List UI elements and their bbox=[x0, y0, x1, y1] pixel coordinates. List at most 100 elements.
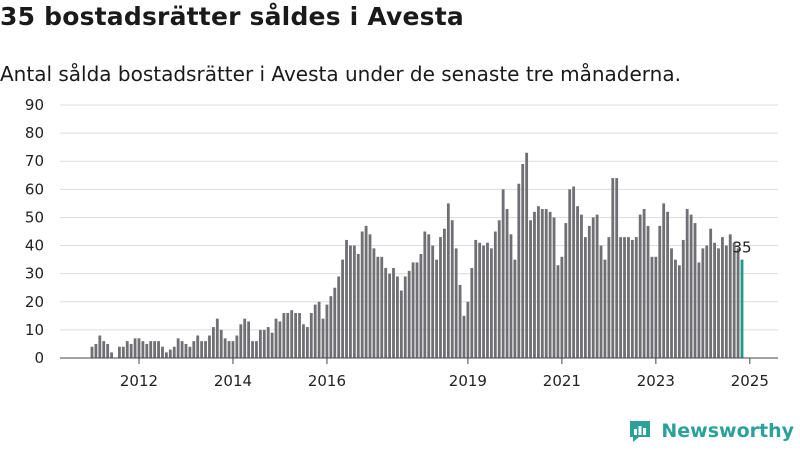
x-tick-label: 2021 bbox=[543, 372, 581, 390]
bar bbox=[587, 225, 591, 358]
bars bbox=[90, 152, 744, 358]
y-tick-label: 40 bbox=[25, 237, 44, 255]
y-tick-label: 80 bbox=[25, 124, 44, 142]
bar bbox=[701, 248, 705, 358]
bar bbox=[568, 189, 572, 358]
bar bbox=[721, 237, 724, 358]
bar bbox=[501, 189, 505, 358]
bar bbox=[443, 228, 446, 358]
bar bbox=[450, 220, 454, 358]
bar bbox=[239, 324, 243, 358]
bar bbox=[153, 341, 157, 358]
bar bbox=[329, 296, 333, 358]
bar bbox=[536, 206, 540, 358]
bar bbox=[184, 343, 188, 358]
bar bbox=[337, 276, 341, 358]
bar bbox=[94, 343, 98, 358]
bar bbox=[544, 209, 548, 358]
bar bbox=[728, 234, 732, 358]
bar bbox=[489, 248, 493, 358]
bar bbox=[677, 265, 681, 358]
bar bbox=[352, 245, 356, 358]
bar bbox=[396, 276, 399, 358]
bar bbox=[634, 237, 638, 358]
bar bbox=[654, 256, 658, 358]
bar bbox=[411, 262, 415, 358]
grid-lines bbox=[60, 104, 778, 331]
bar bbox=[576, 206, 579, 358]
y-tick-label: 30 bbox=[25, 265, 44, 283]
bar bbox=[619, 237, 623, 358]
y-tick-label: 60 bbox=[25, 180, 44, 198]
bar bbox=[90, 346, 94, 358]
bar bbox=[208, 335, 211, 358]
bar bbox=[164, 352, 168, 358]
y-tick-label: 70 bbox=[25, 152, 44, 170]
chart-title: 35 bostadsrätter såldes i Avesta bbox=[0, 2, 464, 31]
bar bbox=[403, 276, 407, 358]
bar bbox=[689, 214, 693, 358]
bar bbox=[662, 203, 666, 358]
bar bbox=[231, 341, 235, 358]
y-tick-label: 20 bbox=[25, 293, 44, 311]
bar bbox=[517, 183, 521, 358]
bar bbox=[505, 209, 509, 358]
bar-highlight bbox=[740, 259, 744, 358]
bar bbox=[580, 214, 583, 358]
bar bbox=[713, 242, 716, 358]
bar bbox=[685, 209, 689, 358]
bar bbox=[278, 321, 282, 358]
bar bbox=[435, 259, 438, 358]
bar bbox=[638, 214, 642, 358]
bar bbox=[266, 327, 270, 358]
bar bbox=[290, 310, 294, 358]
bar bbox=[615, 178, 619, 358]
bar bbox=[556, 265, 560, 358]
bar bbox=[274, 318, 278, 358]
bar bbox=[646, 225, 650, 358]
bar bbox=[724, 245, 728, 358]
bar bbox=[552, 217, 556, 358]
bar bbox=[591, 217, 595, 358]
bar bbox=[149, 341, 153, 358]
x-tick-label: 2014 bbox=[214, 372, 252, 390]
bar bbox=[697, 262, 701, 358]
bar bbox=[611, 178, 615, 358]
bar bbox=[125, 341, 129, 358]
bar bbox=[364, 225, 368, 358]
bar bbox=[317, 301, 321, 358]
bar bbox=[305, 327, 309, 358]
bar bbox=[176, 338, 180, 358]
bar bbox=[141, 341, 145, 358]
brand-name: Newsworthy bbox=[661, 420, 794, 442]
bar bbox=[345, 239, 348, 358]
bar bbox=[732, 242, 736, 358]
bar bbox=[478, 242, 482, 358]
bar bbox=[380, 256, 384, 358]
bar bbox=[270, 332, 274, 358]
bar bbox=[200, 341, 204, 358]
bar bbox=[529, 220, 532, 358]
bar bbox=[192, 341, 196, 358]
bar bbox=[161, 346, 164, 358]
y-tick-label: 0 bbox=[34, 349, 44, 367]
bar bbox=[709, 228, 713, 358]
bar bbox=[294, 313, 298, 358]
bar bbox=[399, 290, 403, 358]
bar bbox=[333, 287, 337, 358]
bar bbox=[572, 186, 576, 358]
bar bbox=[223, 338, 227, 358]
bar bbox=[717, 248, 720, 358]
last-value-label: 35 bbox=[732, 239, 751, 257]
bar bbox=[736, 248, 740, 358]
bar bbox=[493, 231, 497, 358]
bar bbox=[705, 245, 709, 358]
bar bbox=[446, 203, 450, 358]
bar bbox=[392, 268, 395, 358]
bar bbox=[470, 268, 474, 358]
bar bbox=[670, 248, 673, 358]
bar bbox=[658, 225, 662, 358]
bar bbox=[157, 341, 160, 358]
bar bbox=[407, 270, 411, 358]
bar bbox=[603, 259, 607, 358]
